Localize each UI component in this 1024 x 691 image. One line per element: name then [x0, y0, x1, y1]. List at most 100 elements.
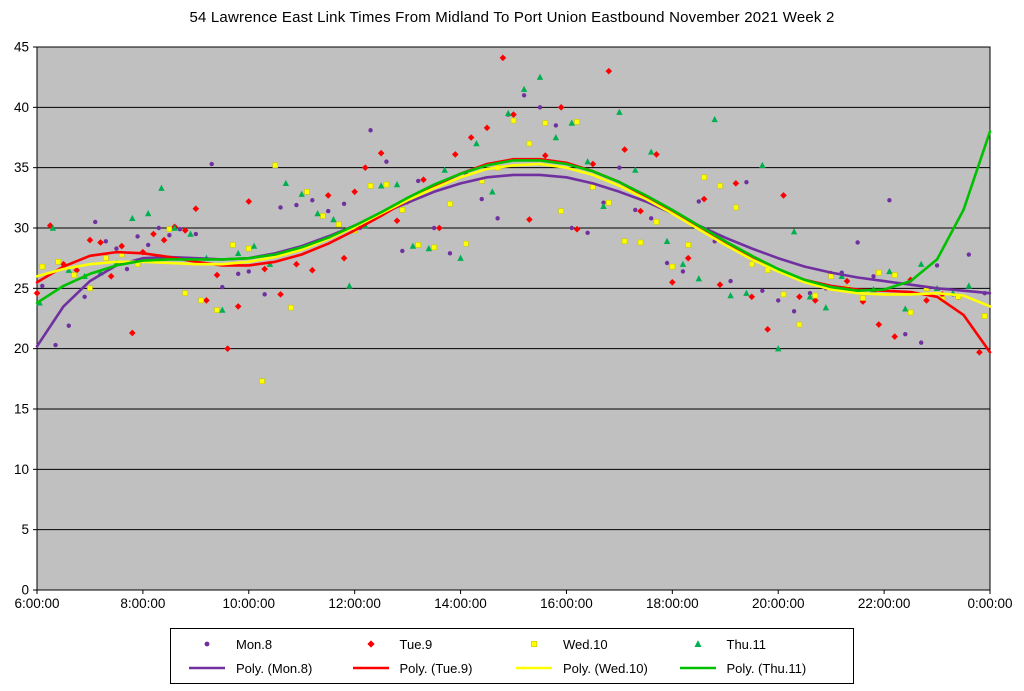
scatter-point-triangle: [679, 260, 687, 267]
scatter-point-diamond: [277, 291, 284, 298]
scatter-point-square: [55, 258, 61, 265]
scatter-point-diamond: [203, 297, 210, 304]
scatter-point-square: [447, 201, 453, 207]
scatter-point-dot: [648, 216, 654, 221]
scatter-point-triangle: [600, 202, 607, 209]
y-tick-label: 15: [14, 402, 29, 417]
scatter-point-diamond: [732, 180, 740, 187]
scatter-point-diamond: [192, 205, 200, 212]
legend-marker-icon: [530, 640, 538, 648]
x-tick-label: 14:00:00: [434, 596, 487, 611]
plot-area: [36, 46, 991, 591]
scatter-point-triangle: [158, 184, 165, 191]
scatter-point-diamond: [97, 239, 104, 246]
scatter-point-diamond: [483, 124, 491, 132]
scatter-point-diamond: [245, 198, 253, 205]
scatter-point-square: [87, 285, 93, 292]
scatter-point-triangle: [917, 260, 925, 267]
scatter-point-diamond: [859, 298, 867, 305]
scatter-point-square: [907, 309, 914, 316]
x-tick-label: 6:00:00: [14, 596, 59, 611]
scatter-point-dot: [103, 239, 109, 244]
scatter-point-dot: [791, 309, 797, 314]
scatter-point-square: [621, 238, 628, 245]
scatter-point-dot: [135, 234, 140, 239]
scatter-point-square: [320, 213, 326, 219]
y-tick-label: 30: [14, 221, 29, 236]
scatter-point-diamond: [261, 265, 268, 273]
scatter-point-square: [103, 255, 109, 261]
scatter-point-square: [542, 120, 549, 126]
scatter-point-triangle: [187, 230, 194, 237]
legend-line-swatch: [679, 666, 716, 670]
scatter-point-square: [182, 290, 189, 296]
x-tick-label: 12:00:00: [328, 596, 381, 611]
scatter-point-square: [245, 245, 252, 252]
scatter-point-square: [780, 291, 787, 298]
scatter-point-diamond: [160, 236, 168, 244]
scatter-point-diamond: [716, 281, 724, 289]
chart-title: 54 Lawrence East Link Times From Midland…: [189, 9, 835, 26]
legend-line-swatch: [516, 666, 552, 670]
legend-label: Wed.10: [563, 636, 608, 652]
x-tick-label: 16:00:00: [540, 596, 593, 611]
y-tick-label: 40: [14, 100, 29, 115]
scatter-point-square: [860, 295, 866, 301]
scatter-point-square: [230, 242, 236, 248]
scatter-point-dot: [664, 260, 670, 266]
scatter-point-triangle: [616, 108, 623, 115]
scatter-point-square: [272, 162, 279, 169]
scatter-point-triangle: [330, 216, 337, 223]
scatter-point-dot: [807, 290, 813, 296]
x-tick-label: 10:00:00: [222, 596, 275, 611]
scatter-point-diamond: [107, 272, 115, 280]
scatter-point-dot: [903, 331, 908, 337]
scatter-point-diamond: [589, 160, 597, 168]
scatter-point-triangle: [886, 267, 893, 275]
legend-item: Tue.9: [349, 637, 513, 652]
poly-line: [35, 130, 992, 305]
scatter-point-dot: [145, 242, 151, 248]
scatter-point-triangle: [727, 292, 734, 299]
plot-svg: 0 5 10 15 20 25 30 35 40 45 6:00:00 8:00:00 10:00:00…: [14, 40, 1013, 612]
scatter-point-diamond: [366, 640, 375, 648]
scatter-point-square: [669, 263, 676, 270]
scatter-point-dot: [431, 225, 437, 231]
legend-label: Mon.8: [236, 636, 273, 652]
scatter-point-dot: [537, 105, 543, 110]
scatter-point-dot: [633, 207, 638, 213]
scatter-point-square: [214, 307, 220, 313]
scatter-point-triangle: [552, 134, 560, 141]
scatter-point-diamond: [923, 297, 930, 304]
scatter-point-diamond: [224, 345, 231, 352]
scatter-point-diamond: [780, 192, 787, 199]
scatter-point-square: [198, 297, 204, 304]
legend-marker-icon: [693, 640, 702, 647]
scatter-point-dot: [696, 199, 702, 204]
scatter-point-diamond: [361, 164, 369, 171]
scatter-point-triangle: [632, 166, 639, 173]
scatter-point-dot: [246, 269, 251, 274]
scatter-point-dot: [776, 298, 781, 303]
legend-item: Poly. (Wed.10): [512, 661, 676, 676]
legend-item: Thu.11: [676, 637, 840, 652]
scatter-point-triangle: [806, 293, 814, 300]
scatter-point-dot: [521, 93, 527, 98]
scatter-point-triangle: [489, 188, 496, 195]
scatter-point-dot: [167, 233, 172, 238]
scatter-point-dot: [934, 263, 940, 268]
scatter-point-diamond: [796, 293, 803, 301]
y-tick-label: 0: [21, 583, 29, 598]
scatter-point-diamond: [293, 260, 300, 268]
poly-line: [35, 162, 992, 308]
scatter-point-diamond: [73, 266, 81, 274]
scatter-point-triangle: [457, 254, 464, 261]
scatter-point-diamond: [451, 151, 459, 158]
scatter-point-square: [463, 240, 469, 247]
scatter-point-dot: [310, 198, 315, 203]
legend-item: Poly. (Tue.9): [349, 661, 513, 676]
scatter-point-square: [431, 244, 437, 251]
y-tick-label: 35: [14, 160, 29, 175]
scatter-point-dot: [40, 283, 45, 289]
